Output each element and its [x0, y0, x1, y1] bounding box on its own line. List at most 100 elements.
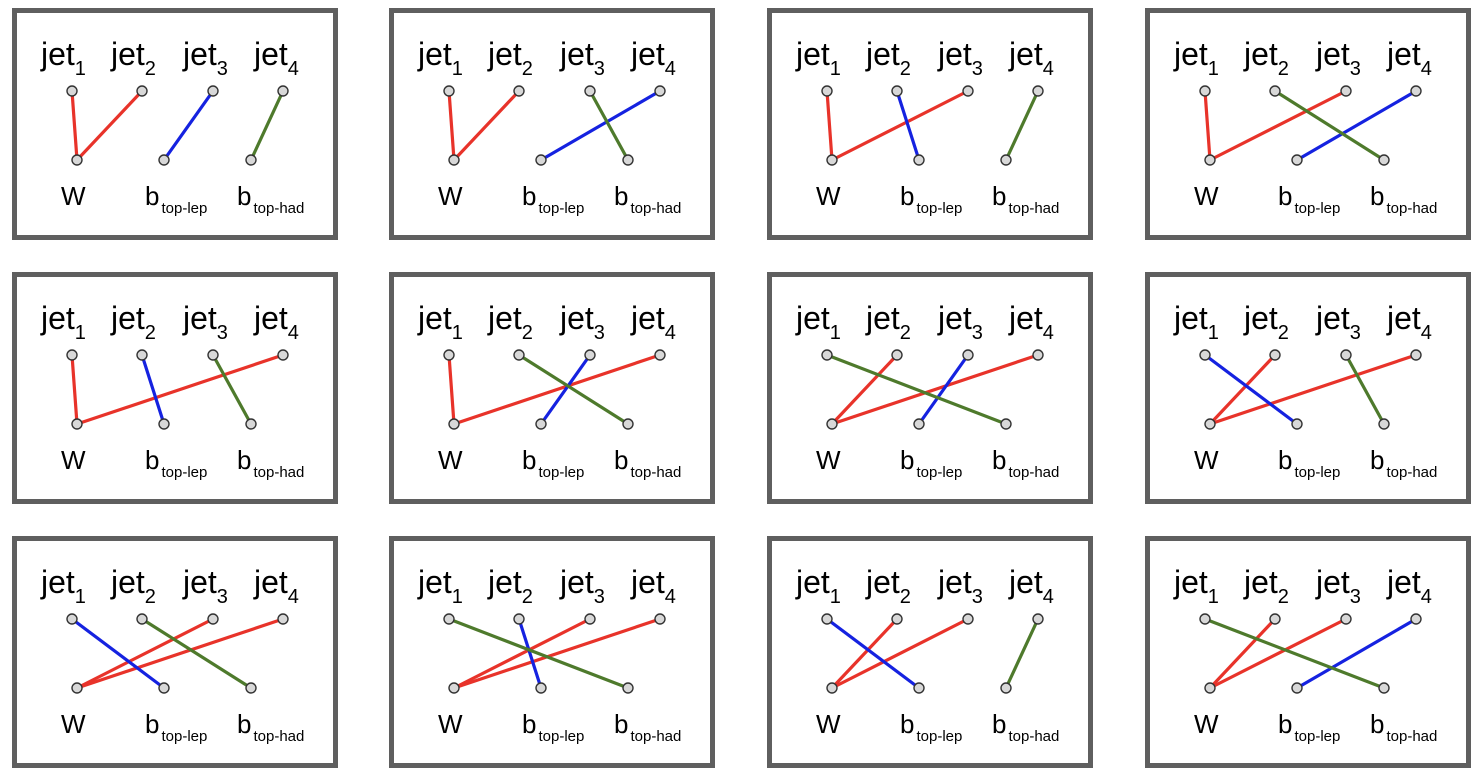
target-node: [1291, 418, 1303, 430]
jet-node: [66, 613, 78, 625]
target-label: W: [816, 445, 841, 475]
b-top-had-link: [517, 353, 630, 426]
jet-node: [1199, 349, 1211, 361]
jet-node: [891, 613, 903, 625]
target-node: [1204, 154, 1216, 166]
target-label: b top-lep: [145, 181, 207, 217]
jet-node: [136, 613, 148, 625]
jet-label: jet1: [1173, 564, 1219, 608]
target-node: [535, 682, 547, 694]
jet-label: jet4: [1008, 300, 1054, 344]
jet-node: [1032, 85, 1044, 97]
jet-node: [1199, 613, 1211, 625]
jet-label: jet3: [182, 300, 228, 344]
b-top-lep-link: [539, 353, 592, 426]
jet-label: jet3: [1315, 36, 1361, 80]
panel-graph: jet1 jet2 jet3 jet4 W b top-lep b top-had: [1173, 300, 1437, 481]
target-label: b top-lep: [145, 709, 207, 745]
jet-node: [66, 349, 78, 361]
jet-node: [66, 85, 78, 97]
jet-label: jet1: [40, 36, 86, 80]
jet-node: [136, 349, 148, 361]
target-label: b top-had: [1370, 445, 1437, 481]
jet-node: [654, 349, 666, 361]
target-node: [1204, 682, 1216, 694]
b-top-had-link: [447, 617, 630, 690]
target-node: [913, 418, 925, 430]
b-top-lep-link: [895, 89, 921, 162]
jet-label: jet1: [417, 300, 463, 344]
panel-graph: jet1 jet2 jet3 jet4 W b top-lep b top-had: [1173, 564, 1437, 745]
target-label: b top-had: [992, 709, 1059, 745]
target-node: [1000, 418, 1012, 430]
b-top-lep-link: [140, 353, 166, 426]
target-label: b top-lep: [522, 181, 584, 217]
target-node: [158, 154, 170, 166]
w-link: [1203, 89, 1212, 162]
target-label: b top-had: [992, 445, 1059, 481]
jet-label: jet3: [182, 564, 228, 608]
target-node: [826, 418, 838, 430]
b-top-had-link: [140, 617, 253, 690]
target-node: [622, 154, 634, 166]
jet-node: [277, 349, 289, 361]
target-node: [245, 682, 257, 694]
jet-label: jet4: [1386, 564, 1432, 608]
jet-node: [443, 613, 455, 625]
jet-node: [654, 613, 666, 625]
target-label: b top-had: [614, 709, 681, 745]
target-label: b top-had: [237, 445, 304, 481]
target-label: b top-lep: [522, 445, 584, 481]
jet-label: jet2: [487, 300, 533, 344]
jet-node: [207, 85, 219, 97]
panel-graph: jet1 jet2 jet3 jet4 W b top-lep b top-had: [1173, 36, 1437, 217]
target-label: W: [1194, 709, 1219, 739]
panel-graph: jet1 jet2 jet3 jet4 W b top-lep b top-had: [417, 36, 681, 217]
jet-label: jet1: [1173, 36, 1219, 80]
jet-node: [1340, 613, 1352, 625]
target-label: b top-had: [237, 181, 304, 217]
jet-node: [277, 613, 289, 625]
jet-node: [891, 85, 903, 97]
jet-node: [1269, 85, 1281, 97]
b-top-lep-link: [1203, 353, 1299, 426]
b-top-had-link: [249, 89, 285, 162]
jet-label: jet2: [1243, 300, 1289, 344]
target-node: [158, 418, 170, 430]
target-node: [448, 154, 460, 166]
jet-node: [962, 613, 974, 625]
jet-node: [136, 85, 148, 97]
jet-label: jet1: [40, 564, 86, 608]
b-top-had-link: [211, 353, 253, 426]
b-top-had-link: [588, 89, 630, 162]
target-label: b top-lep: [522, 709, 584, 745]
target-label: W: [1194, 181, 1219, 211]
b-top-had-link: [1344, 353, 1386, 426]
w-link: [75, 353, 285, 426]
target-label: b top-had: [614, 181, 681, 217]
target-node: [1291, 154, 1303, 166]
w-link: [452, 617, 662, 690]
w-link: [830, 617, 899, 690]
target-label: W: [61, 181, 86, 211]
target-node: [535, 418, 547, 430]
target-label: b top-had: [1370, 181, 1437, 217]
target-label: W: [438, 709, 463, 739]
target-label: b top-lep: [145, 445, 207, 481]
jet-label: jet4: [253, 36, 299, 80]
w-link: [452, 617, 592, 690]
panel-graph: jet1 jet2 jet3 jet4 W b top-lep b top-had: [795, 564, 1059, 745]
jet-label: jet2: [865, 300, 911, 344]
jet-label: jet1: [417, 564, 463, 608]
target-node: [622, 682, 634, 694]
jet-label: jet4: [253, 564, 299, 608]
w-link: [1208, 617, 1348, 690]
w-link: [1208, 89, 1348, 162]
w-link: [825, 89, 834, 162]
b-top-lep-link: [1295, 89, 1418, 162]
